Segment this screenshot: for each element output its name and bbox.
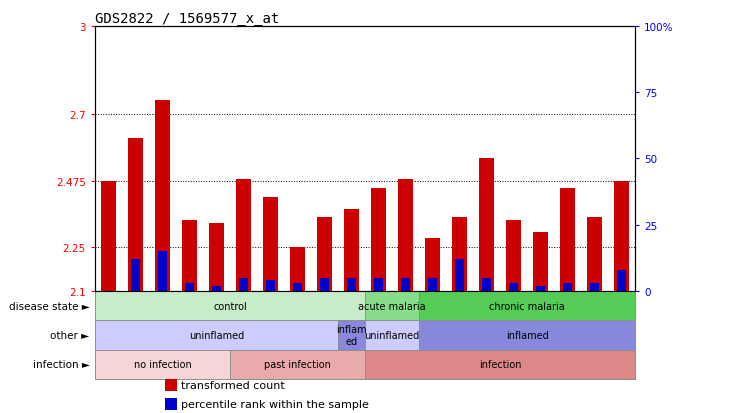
Bar <box>428 278 437 291</box>
Bar <box>95 320 338 350</box>
Bar <box>398 180 413 291</box>
Bar <box>479 159 494 291</box>
Bar <box>533 233 548 291</box>
Bar <box>131 259 140 291</box>
Text: uninflamed: uninflamed <box>364 330 420 340</box>
Bar <box>209 224 224 291</box>
Bar <box>239 278 248 291</box>
Bar <box>266 281 275 291</box>
Bar <box>536 286 545 291</box>
Bar <box>614 181 629 291</box>
Text: inflamed: inflamed <box>506 330 548 340</box>
Bar <box>563 283 572 291</box>
Bar <box>158 252 167 291</box>
Bar <box>425 238 440 291</box>
Bar <box>290 247 305 291</box>
Bar <box>419 291 635 320</box>
Bar <box>365 350 635 379</box>
Bar <box>419 320 635 350</box>
Bar <box>347 278 356 291</box>
Bar <box>165 379 177 391</box>
Text: infection ►: infection ► <box>33 359 90 369</box>
Bar <box>212 286 221 291</box>
Bar <box>452 218 467 291</box>
Bar <box>182 221 197 291</box>
Bar <box>293 283 302 291</box>
Text: GDS2822 / 1569577_x_at: GDS2822 / 1569577_x_at <box>95 12 279 26</box>
Bar <box>365 320 419 350</box>
Bar <box>155 100 170 291</box>
Bar <box>95 291 365 320</box>
Bar <box>95 350 230 379</box>
Text: past infection: past infection <box>264 359 331 369</box>
Bar <box>560 188 575 291</box>
Text: chronic malaria: chronic malaria <box>489 301 565 311</box>
Bar <box>371 188 386 291</box>
Bar <box>587 218 602 291</box>
Bar <box>263 197 278 291</box>
Bar <box>374 278 383 291</box>
Bar <box>128 138 143 291</box>
Bar <box>506 221 521 291</box>
Text: percentile rank within the sample: percentile rank within the sample <box>181 399 369 409</box>
Bar <box>482 278 491 291</box>
Bar <box>317 218 332 291</box>
Bar <box>344 209 359 291</box>
Bar <box>338 320 365 350</box>
Text: infection: infection <box>479 359 521 369</box>
Text: no infection: no infection <box>134 359 191 369</box>
Text: control: control <box>213 301 247 311</box>
Bar <box>230 350 365 379</box>
Bar <box>401 278 410 291</box>
Bar <box>165 398 177 410</box>
Text: transformed count: transformed count <box>181 380 285 390</box>
Bar <box>320 278 329 291</box>
Text: other ►: other ► <box>50 330 90 340</box>
Text: disease state ►: disease state ► <box>9 301 90 311</box>
Bar <box>617 270 626 291</box>
Bar <box>509 283 518 291</box>
Bar <box>365 291 419 320</box>
Text: acute malaria: acute malaria <box>358 301 426 311</box>
Bar <box>455 259 464 291</box>
Bar <box>185 283 194 291</box>
Text: uninflamed: uninflamed <box>189 330 244 340</box>
Bar <box>590 283 599 291</box>
Bar <box>101 181 116 291</box>
Text: inflam
ed: inflam ed <box>337 324 366 346</box>
Bar <box>236 180 251 291</box>
